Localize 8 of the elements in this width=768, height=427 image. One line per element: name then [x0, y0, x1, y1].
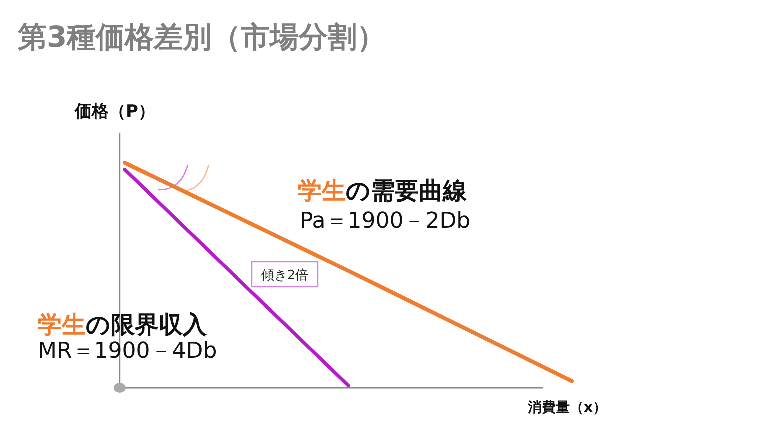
series-label: 学生の需要曲線	[298, 177, 468, 205]
chart-title: 第3種価格差別（市場分割）	[17, 20, 386, 54]
annotation: 傾き2倍	[261, 268, 309, 284]
annotation: Pa＝1900－2Db	[300, 209, 471, 234]
x-axis-title: 消費量（x）	[527, 400, 608, 416]
annotation: MR＝1900－4Db	[38, 339, 218, 364]
series-label: 学生の限界収入	[38, 311, 208, 339]
y-axis-title: 価格（P）	[74, 102, 156, 122]
